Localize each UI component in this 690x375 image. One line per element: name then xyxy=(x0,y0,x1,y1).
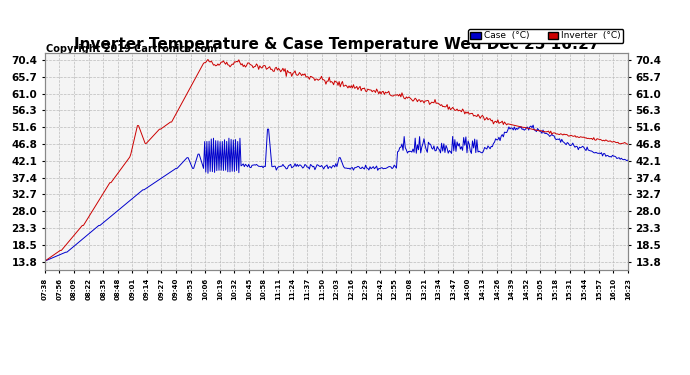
Text: Copyright 2019 Cartronics.com: Copyright 2019 Cartronics.com xyxy=(46,44,217,54)
Legend: Case  (°C), Inverter  (°C): Case (°C), Inverter (°C) xyxy=(468,29,623,43)
Title: Inverter Temperature & Case Temperature Wed Dec 25 16:27: Inverter Temperature & Case Temperature … xyxy=(74,38,599,52)
